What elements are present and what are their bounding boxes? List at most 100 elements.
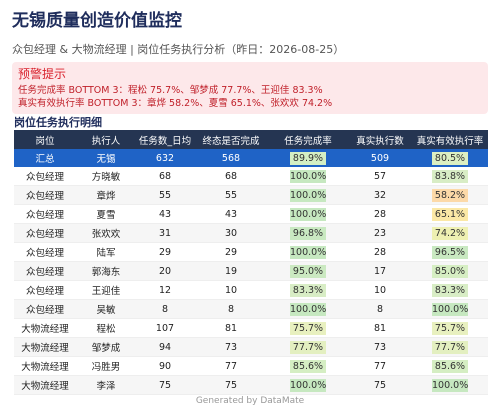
rate-chip: 77.7% <box>432 340 468 354</box>
table-cell: 10 <box>348 280 412 300</box>
table-row: 大物流经理 冯胜男 90 77 85.6% 77 85.6% <box>14 356 488 376</box>
table-cell: 568 <box>194 149 268 167</box>
table-cell: 众包经理 <box>14 204 76 224</box>
table-cell: 58.2% <box>412 185 488 205</box>
table-cell: 96.8% <box>268 223 348 243</box>
table-cell: 汇总 <box>14 149 76 167</box>
table-cell: 大物流经理 <box>14 356 76 376</box>
footer: Generated by DataMate <box>195 396 305 406</box>
table-cell: 郭海东 <box>76 261 136 281</box>
table-cell: 28 <box>348 242 412 262</box>
table-cell: 100.0% <box>268 299 348 319</box>
table-cell: 陆军 <box>76 242 136 262</box>
table-cell: 77 <box>194 356 268 376</box>
table-cell: 29 <box>194 242 268 262</box>
table-cell: 75 <box>194 375 268 395</box>
section-title: 岗位任务执行明细 <box>14 116 102 129</box>
table-cell: 17 <box>348 261 412 281</box>
table-cell: 85.6% <box>268 356 348 376</box>
table-cell: 83.3% <box>268 280 348 300</box>
rate-chip: 83.8% <box>432 169 468 183</box>
table-cell: 夏雪 <box>76 204 136 224</box>
table-cell: 100.0% <box>268 204 348 224</box>
table-cell: 吴敏 <box>76 299 136 319</box>
column-header: 终态是否完成 <box>194 130 268 149</box>
table-row: 大物流经理 李泽 75 75 100.0% 75 100.0% <box>14 375 488 395</box>
header-row: 岗位 执行人 任务数_日均 终态是否完成 任务完成率 真实执行数 真实有效执行率 <box>14 130 488 149</box>
rate-chip: 58.2% <box>432 188 468 202</box>
table-cell: 31 <box>136 223 194 243</box>
rate-chip: 100.0% <box>290 169 327 183</box>
table-cell: 80.5% <box>412 149 488 167</box>
table-cell: 73 <box>348 337 412 357</box>
table-cell: 王迎佳 <box>76 280 136 300</box>
table-cell: 众包经理 <box>14 299 76 319</box>
table-cell: 43 <box>194 204 268 224</box>
alert-line: 任务完成率 BOTTOM 3：程松 75.7%、邹梦成 77.7%、王迎佳 83… <box>18 85 323 96</box>
table-cell: 20 <box>136 261 194 281</box>
table-cell: 75.7% <box>268 318 348 338</box>
table-cell: 83.3% <box>412 280 488 300</box>
rate-chip: 95.0% <box>290 264 326 278</box>
table-row: 汇总 无锡 632 568 89.9% 509 80.5% <box>14 149 488 167</box>
table-row: 众包经理 王迎佳 12 10 83.3% 10 83.3% <box>14 280 488 300</box>
table-cell: 大物流经理 <box>14 375 76 395</box>
table-cell: 43 <box>136 204 194 224</box>
table-cell: 29 <box>136 242 194 262</box>
table-cell: 邹梦成 <box>76 337 136 357</box>
table-cell: 509 <box>348 149 412 167</box>
rate-chip: 75.7% <box>290 321 326 335</box>
table-row: 大物流经理 邹梦成 94 73 77.7% 73 77.7% <box>14 337 488 357</box>
table-cell: 张欢欢 <box>76 223 136 243</box>
table-row: 众包经理 郭海东 20 19 95.0% 17 85.0% <box>14 261 488 281</box>
table-cell: 57 <box>348 167 412 186</box>
table-cell: 75.7% <box>412 318 488 338</box>
rate-chip: 100.0% <box>290 245 327 259</box>
table-cell: 96.5% <box>412 242 488 262</box>
table-cell: 95.0% <box>268 261 348 281</box>
table-cell: 李泽 <box>76 375 136 395</box>
table-cell: 众包经理 <box>14 167 76 186</box>
table-cell: 大物流经理 <box>14 337 76 357</box>
rate-chip: 65.1% <box>432 207 468 221</box>
rate-chip: 75.7% <box>432 321 468 335</box>
alert-title: 预警提示 <box>18 67 67 81</box>
table-cell: 100.0% <box>412 375 488 395</box>
rate-chip: 100.0% <box>290 207 327 221</box>
rate-chip: 77.7% <box>290 340 326 354</box>
column-header: 任务完成率 <box>268 130 348 149</box>
table-cell: 55 <box>136 185 194 205</box>
table-cell: 8 <box>194 299 268 319</box>
table-cell: 众包经理 <box>14 261 76 281</box>
table-row: 众包经理 方晓敏 68 68 100.0% 57 83.8% <box>14 167 488 186</box>
table-cell: 众包经理 <box>14 242 76 262</box>
table-cell: 30 <box>194 223 268 243</box>
table-cell: 94 <box>136 337 194 357</box>
table-cell: 程松 <box>76 318 136 338</box>
table-cell: 无锡 <box>76 149 136 167</box>
table-cell: 89.9% <box>268 149 348 167</box>
column-header: 执行人 <box>76 130 136 149</box>
table-cell: 65.1% <box>412 204 488 224</box>
alert-line: 真实有效执行率 BOTTOM 3：章烨 58.2%、夏雪 65.1%、张欢欢 7… <box>18 98 333 109</box>
rate-chip: 96.5% <box>432 245 468 259</box>
table-cell: 68 <box>136 167 194 186</box>
table-cell: 章烨 <box>76 185 136 205</box>
table-row: 众包经理 夏雪 43 43 100.0% 28 65.1% <box>14 204 488 224</box>
table-cell: 8 <box>136 299 194 319</box>
rate-chip: 83.3% <box>432 283 468 297</box>
column-header: 真实执行数 <box>348 130 412 149</box>
table-cell: 众包经理 <box>14 280 76 300</box>
table-cell: 8 <box>348 299 412 319</box>
table-cell: 100.0% <box>268 167 348 186</box>
table-cell: 100.0% <box>268 242 348 262</box>
table-cell: 55 <box>194 185 268 205</box>
table-cell: 100.0% <box>412 299 488 319</box>
table-cell: 19 <box>194 261 268 281</box>
table-cell: 77.7% <box>268 337 348 357</box>
rate-chip: 100.0% <box>290 378 327 392</box>
table-cell: 77.7% <box>412 337 488 357</box>
rate-chip: 100.0% <box>432 302 469 316</box>
table-cell: 100.0% <box>268 375 348 395</box>
subtitle: 众包经理 & 大物流经理 | 岗位任务执行分析（昨日：2026-08-25） <box>12 43 345 56</box>
